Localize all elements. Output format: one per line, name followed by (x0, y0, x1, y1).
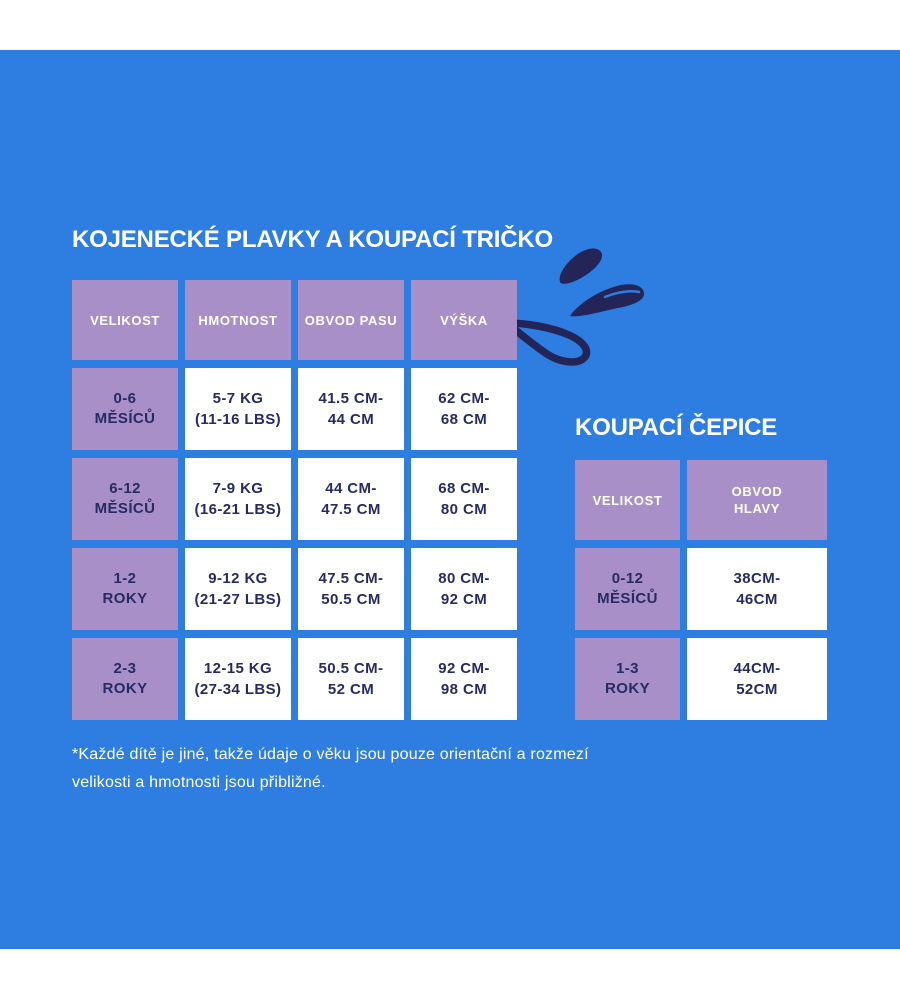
cell-line: 44CM- (733, 660, 781, 677)
cell-line: 98 CM (440, 681, 488, 698)
swim-header-velikost: VELIKOST (72, 280, 178, 360)
cell-line: (16-21 LBS) (194, 501, 282, 518)
swim-row0-size: 0-6 MĚSÍCŮ (72, 368, 178, 450)
cell-line: 44 CM (327, 411, 375, 428)
swim-row0-height: 62 CM- 68 CM (411, 368, 517, 450)
cap-header-velikost: VELIKOST (575, 460, 680, 540)
cell-line: 7-9 KG (212, 480, 264, 497)
footnote: *Každé dítě je jiné, takže údaje o věku … (72, 741, 589, 797)
cell-line: 52CM (736, 681, 778, 698)
swim-row1-weight: 7-9 KG (16-21 LBS) (185, 458, 291, 540)
cell-line: OBVOD (731, 484, 783, 499)
swim-row3-height: 92 CM- 98 CM (411, 638, 517, 720)
swim-header-vyska: VÝŠKA (411, 280, 517, 360)
cell-line: MĚSÍCŮ (94, 410, 156, 427)
cap-row1-head: 44CM- 52CM (687, 638, 827, 720)
swimwear-table-title: KOJENECKÉ PLAVKY A KOUPACÍ TRIČKO (72, 226, 554, 253)
swim-header-hmotnost: HMOTNOST (185, 280, 291, 360)
cap-header-obvod-hlavy: OBVOD HLAVY (687, 460, 827, 540)
cell-line: 12-15 KG (203, 660, 273, 677)
cell-line: (21-27 LBS) (194, 591, 282, 608)
cell-line: 47.5 CM (321, 501, 381, 518)
cell-line: 47.5 CM- (318, 570, 384, 587)
cell-line: (27-34 LBS) (194, 681, 282, 698)
cap-row1-size: 1-3 ROKY (575, 638, 680, 720)
swim-row0-weight: 5-7 KG (11-16 LBS) (185, 368, 291, 450)
cell-line: 62 CM- (438, 390, 490, 407)
swim-row2-size: 1-2 ROKY (72, 548, 178, 630)
cell-line: 1-2 (113, 570, 137, 587)
cell-line: 5-7 KG (212, 390, 264, 407)
cell-line: 0-6 (113, 390, 137, 407)
cell-line: 2-3 (113, 660, 137, 677)
cell-line: 68 CM- (438, 480, 490, 497)
cell-line: 1-3 (616, 660, 639, 677)
cap-row0-head: 38CM- 46CM (687, 548, 827, 630)
cell-line: 68 CM (440, 411, 488, 428)
swim-row2-weight: 9-12 KG (21-27 LBS) (185, 548, 291, 630)
cell-line: HLAVY (733, 501, 781, 516)
swim-row1-size: 6-12 MĚSÍCŮ (72, 458, 178, 540)
swim-row0-waist: 41.5 CM- 44 CM (298, 368, 404, 450)
cell-line: 80 CM- (438, 570, 490, 587)
swim-row3-weight: 12-15 KG (27-34 LBS) (185, 638, 291, 720)
cell-line: 46CM (736, 591, 778, 608)
swim-row3-waist: 50.5 CM- 52 CM (298, 638, 404, 720)
footnote-line: *Každé dítě je jiné, takže údaje o věku … (72, 746, 589, 763)
cell-line: 44 CM- (325, 480, 377, 497)
water-splash-icon (503, 248, 645, 366)
cell-line: 50.5 CM (321, 591, 381, 608)
swim-row1-waist: 44 CM- 47.5 CM (298, 458, 404, 540)
cell-line: ROKY (605, 680, 650, 697)
swim-row3-size: 2-3 ROKY (72, 638, 178, 720)
cell-line: ROKY (102, 680, 148, 697)
swimwear-table: VELIKOST HMOTNOST OBVOD PASU VÝŠKA 0-6 M… (72, 280, 517, 720)
swim-row2-height: 80 CM- 92 CM (411, 548, 517, 630)
cap-row0-size: 0-12 MĚSÍCŮ (575, 548, 680, 630)
cell-line: 6-12 (109, 480, 141, 497)
cell-line: ROKY (102, 590, 148, 607)
cell-line: 92 CM (440, 591, 488, 608)
cap-table: VELIKOST OBVOD HLAVY 0-12 MĚSÍCŮ 38CM- 4… (575, 460, 827, 720)
cell-line: 38CM- (733, 570, 781, 587)
cell-line: 52 CM (327, 681, 375, 698)
cell-line: 80 CM (440, 501, 488, 518)
cell-line: MĚSÍCŮ (597, 590, 658, 607)
cell-line: (11-16 LBS) (194, 411, 282, 428)
cell-line: 50.5 CM- (318, 660, 384, 677)
cell-line: 92 CM- (438, 660, 490, 677)
cell-line: 9-12 KG (208, 570, 268, 587)
swim-row1-height: 68 CM- 80 CM (411, 458, 517, 540)
swim-row2-waist: 47.5 CM- 50.5 CM (298, 548, 404, 630)
cell-line: 0-12 (611, 570, 644, 587)
cell-line: 41.5 CM- (318, 390, 384, 407)
cell-line: MĚSÍCŮ (94, 500, 156, 517)
footnote-line: velikosti a hmotnosti jsou přibližné. (72, 774, 326, 791)
swim-header-obvod-pasu: OBVOD PASU (298, 280, 404, 360)
cap-table-title: KOUPACÍ ČEPICE (575, 414, 778, 441)
